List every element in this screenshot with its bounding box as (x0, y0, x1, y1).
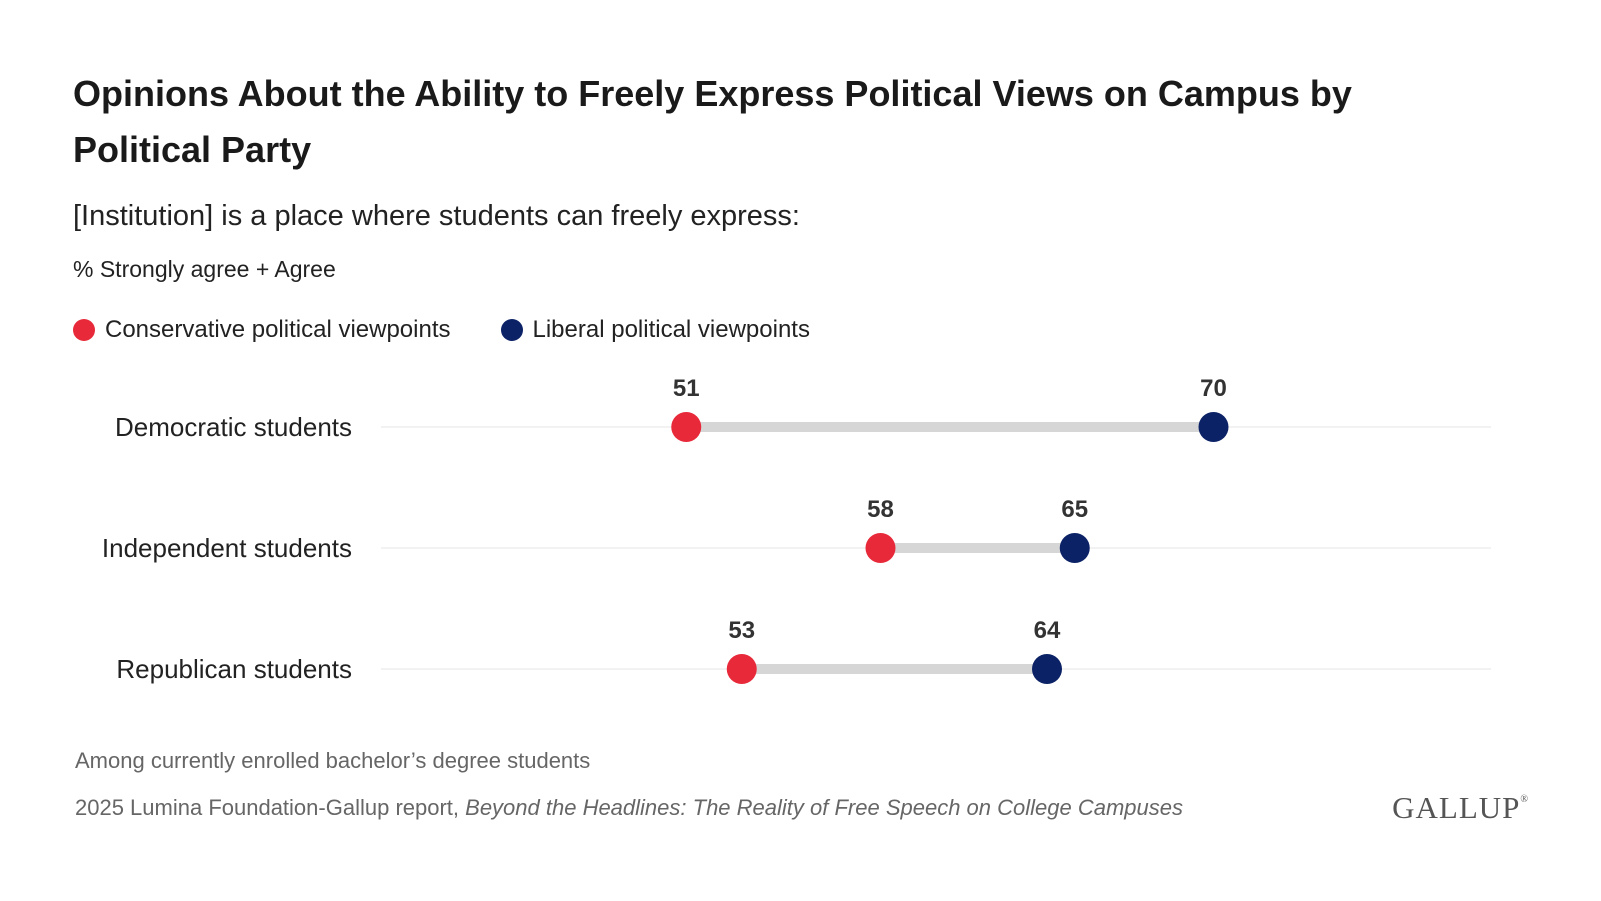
data-label-republican-students-liberal: 64 (1034, 617, 1061, 644)
gallup-logo-text: GALLUP (1392, 790, 1521, 825)
data-label-democratic-students-liberal: 70 (1200, 375, 1227, 402)
point-independent-students-liberal (1059, 533, 1090, 563)
legend-label-liberal: Liberal political viewpoints (532, 316, 810, 343)
chart-title: Opinions About the Ability to Freely Exp… (73, 73, 1352, 170)
footnote: Among currently enrolled bachelor’s degr… (75, 748, 591, 773)
legend-item-conservative: Conservative political viewpoints (73, 316, 451, 344)
legend: Conservative political viewpoints Libera… (73, 316, 860, 344)
category-label-democratic-students: Democratic students (115, 412, 352, 442)
data-label-independent-students-conservative: 58 (867, 496, 894, 523)
legend-dot-liberal (500, 319, 523, 341)
registered-mark: ® (1520, 794, 1529, 805)
point-independent-students-conservative (865, 533, 896, 563)
category-label-republican-students: Republican students (116, 654, 352, 684)
chart-subtitle: [Institution] is a place where students … (73, 200, 800, 232)
data-label-independent-students-liberal: 65 (1061, 496, 1088, 523)
measure-label: % Strongly agree + Agree (73, 256, 336, 282)
point-democratic-students-liberal (1198, 412, 1229, 442)
dumbbell-chart: Democratic students 51 70 Independent stude… (102, 375, 1491, 684)
point-democratic-students-conservative (671, 412, 702, 442)
data-label-republican-students-conservative: 53 (728, 617, 755, 644)
source-prefix: 2025 Lumina Foundation-Gallup report, (75, 795, 466, 820)
gallup-logo: GALLUP® (1392, 790, 1529, 826)
legend-item-liberal: Liberal political viewpoints (500, 316, 810, 344)
category-label-independent-students: Independent students (102, 533, 352, 563)
point-republican-students-conservative (726, 654, 757, 684)
data-label-democratic-students-conservative: 51 (673, 375, 700, 402)
legend-label-conservative: Conservative political viewpoints (105, 316, 451, 343)
source-report-title: Beyond the Headlines: The Reality of Fre… (465, 795, 1183, 820)
source-line: 2025 Lumina Foundation-Gallup report, Be… (75, 795, 1183, 821)
legend-dot-conservative (73, 319, 95, 341)
point-republican-students-liberal (1032, 654, 1062, 684)
